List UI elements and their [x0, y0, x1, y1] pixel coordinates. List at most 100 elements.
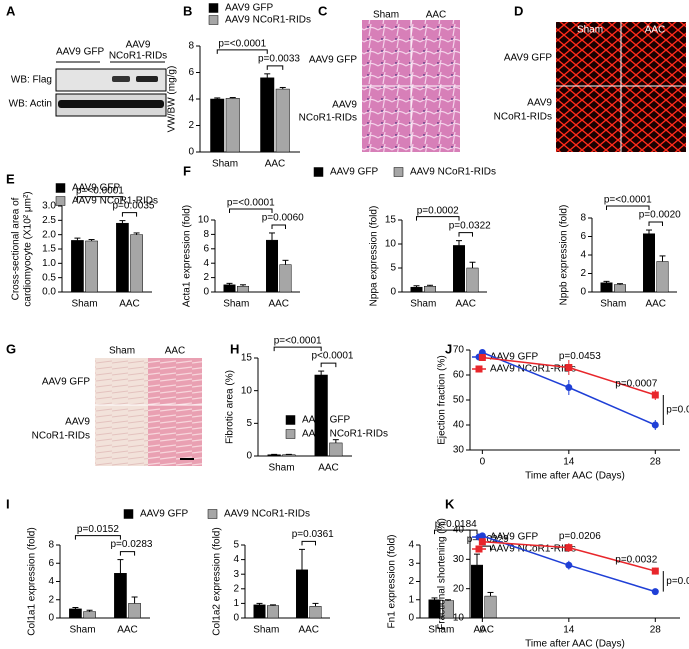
- y-tick-label: 3.0: [42, 201, 56, 212]
- p-value: p=0.0060: [262, 213, 304, 224]
- y-tick-label: 10: [241, 385, 253, 396]
- y-tick-label: 3: [408, 558, 414, 569]
- p-value: p=0.0033: [258, 53, 300, 64]
- legend-swatch: [208, 15, 219, 25]
- lane-label: AAV9: [126, 40, 151, 51]
- significance-bracket: [273, 346, 322, 352]
- x-tick-label: 14: [563, 457, 575, 468]
- p-value: p=0.0032: [615, 555, 657, 566]
- y-axis-label: Fractional shortening (%): [437, 518, 448, 630]
- bar: [453, 245, 465, 293]
- bar: [424, 285, 436, 293]
- legend-label: AAV9 NCoR1-RIDs: [410, 167, 496, 178]
- blot-band: [58, 100, 164, 108]
- bar: [83, 611, 96, 619]
- significance-bracket: [74, 535, 121, 540]
- point: [565, 544, 573, 552]
- blot: [55, 68, 167, 92]
- p-value: p=0.0453: [559, 351, 601, 362]
- x-tick-label: 0: [480, 457, 486, 468]
- y-axis-label: Nppa expression (fold): [369, 206, 380, 307]
- legend-swatch: [123, 509, 134, 519]
- y-axis-label: Fn1 expression (fold): [387, 535, 398, 629]
- panel-label: C: [318, 3, 328, 18]
- panel-label: E: [6, 171, 15, 186]
- y-axis-label: Col1a2 expression (fold): [212, 527, 223, 635]
- histology-image: [95, 358, 148, 466]
- y-tick-label: 0: [203, 287, 209, 298]
- y-tick-label: 15: [385, 215, 397, 226]
- p-value: p=0.0322: [449, 220, 491, 231]
- y-tick-label: 6: [203, 243, 209, 254]
- p-value: p=0.0040: [666, 576, 689, 587]
- legend-marker: [475, 545, 483, 553]
- y-tick-label: 3: [233, 569, 239, 580]
- y-tick-label: 0: [390, 287, 396, 298]
- bar: [266, 239, 278, 293]
- y-tick-label: 0: [233, 613, 239, 624]
- y-tick-label: 1: [233, 598, 239, 609]
- significance-bracket: [76, 196, 123, 201]
- legend-swatch: [207, 509, 218, 519]
- column-label: AAC: [165, 346, 186, 357]
- row-label: AAV9 GFP: [309, 55, 357, 66]
- y-axis-label: Fibrotic area (%): [225, 370, 236, 444]
- column-label: Sham: [109, 346, 135, 357]
- legend-swatch: [285, 429, 296, 439]
- p-value: p=0.0007: [615, 379, 657, 390]
- x-tick-label: 28: [650, 457, 662, 468]
- x-tick-label: AAC: [318, 463, 339, 474]
- legend-label: AAV9 NCoR1-RIDs: [225, 15, 311, 26]
- histology-image: [148, 358, 202, 466]
- y-tick-label: 0.0: [42, 287, 56, 298]
- bar: [614, 284, 626, 293]
- significance-bracket: [119, 551, 136, 556]
- bar: [223, 284, 236, 293]
- y-tick-label: 2.0: [42, 229, 56, 240]
- panel-label: I: [6, 496, 10, 511]
- x-tick-label: 28: [650, 625, 662, 636]
- y-tick-label: 4: [580, 250, 586, 261]
- bar: [260, 77, 275, 153]
- p-value: p=0.0184: [435, 519, 477, 530]
- row-label: AAV9 GFP: [504, 53, 552, 64]
- point: [651, 567, 659, 575]
- p-value: p=0.0002: [417, 205, 459, 216]
- legend-label: AAV9 NCoR1-RIDs: [490, 544, 576, 555]
- row-label: AAV9: [332, 100, 357, 111]
- y-tick-label: 1.5: [42, 244, 56, 255]
- panel-label: G: [6, 341, 16, 356]
- bar: [279, 264, 292, 293]
- x-tick-label: Sham: [428, 625, 454, 636]
- significance-bracket: [229, 208, 273, 213]
- p-value: p=0.0020: [639, 210, 681, 221]
- y-tick-label: 4: [408, 540, 414, 551]
- p-value: p=0.0152: [77, 524, 119, 535]
- significance-bracket: [266, 65, 284, 70]
- significance-bracket: [216, 49, 268, 54]
- y-tick-label: 2: [408, 576, 414, 587]
- p-value: p=0.0035: [113, 200, 155, 211]
- y-tick-label: 0.5: [42, 272, 56, 283]
- legend-marker: [475, 365, 483, 373]
- y-tick-label: 8: [48, 540, 54, 551]
- legend-label: AAV9 NCoR1-RIDs: [72, 196, 158, 207]
- x-axis-label: Time after AAC (Days): [525, 471, 625, 482]
- y-axis-label: VW/BW (mg/g): [167, 66, 178, 133]
- y-tick-label: 6: [580, 231, 586, 242]
- y-tick-label: 0: [188, 147, 194, 158]
- x-tick-label: AAC: [119, 299, 140, 310]
- y-tick-label: 5: [246, 418, 252, 429]
- bar: [85, 240, 98, 293]
- point: [651, 391, 659, 399]
- bar: [656, 261, 669, 293]
- y-tick-label: 10: [385, 239, 397, 250]
- bar: [466, 267, 479, 293]
- p-value: p=0.0206: [559, 531, 601, 542]
- y-tick-label: 10: [198, 215, 210, 226]
- blot-band: [112, 76, 130, 82]
- y-tick-label: 2: [48, 594, 54, 605]
- bar: [600, 282, 613, 293]
- bar: [643, 233, 656, 293]
- significance-bracket: [606, 205, 650, 211]
